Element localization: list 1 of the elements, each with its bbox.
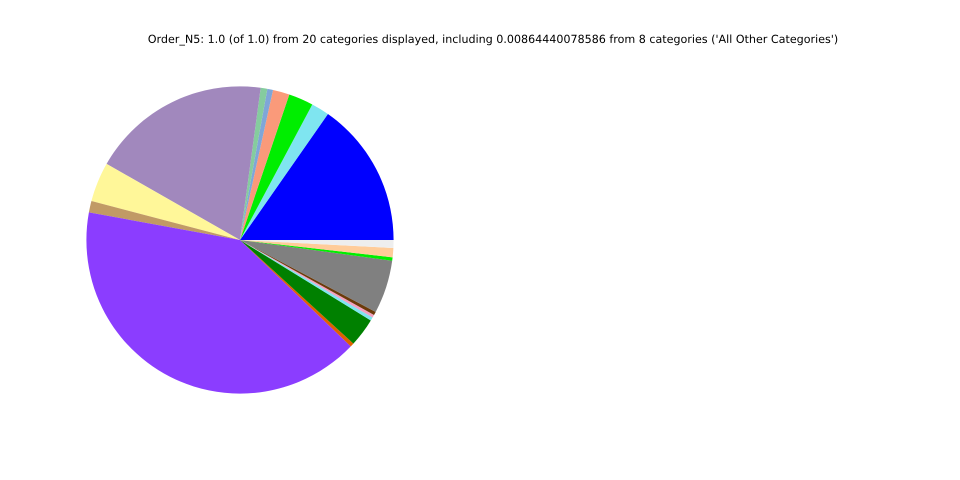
text: Order_N5: 1.0 (of 1.0) from 20 categories displayed, including 0.00864440078586 from 8 categories ('All Other Categories'): [148, 34, 838, 46]
